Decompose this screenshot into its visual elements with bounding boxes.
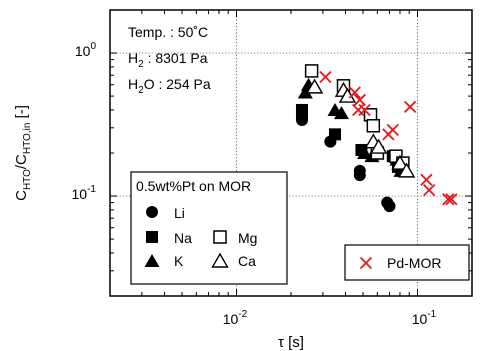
legend-marker-ca [211,252,229,268]
legend-label-ca: Ca [238,253,256,269]
point-pd-mor-10 [442,193,455,206]
grid-lines [110,10,472,296]
point-pd-mor-2 [353,93,366,107]
point-ca-5 [391,154,409,170]
data-points [295,64,458,213]
axis-ticks [109,9,473,297]
point-pd-mor-4 [358,103,371,117]
y-axis-label: CHTO/CHTO,in [-] [13,105,33,201]
point-pd-mor-3 [352,103,365,117]
legend-label-k: K [174,253,184,269]
series-li [295,110,396,213]
x-axis-label: τ [s] [278,334,304,351]
legend-marker-li [146,206,158,218]
x-tick-label-2: 10-2 [223,309,248,327]
point-pd-mor-0 [319,70,332,84]
point-pd-mor-11 [445,193,458,206]
point-k-0 [297,85,313,99]
legend-label-mg: Mg [238,230,257,246]
series-ca [305,78,416,178]
x-tick-label-1: 10-1 [412,309,437,327]
legend-label-pd-mor: Pd-MOR [387,255,441,271]
annotation-h2-pressure: H2 : 8301 Pa [128,50,208,70]
legend-marker-mg [213,230,227,244]
point-pd-mor-8 [420,173,433,186]
point-ca-4 [369,138,388,154]
point-pd-mor-7 [403,100,417,114]
annotation-h2o-pressure: H2O : 254 Pa [128,76,211,96]
point-k-3 [333,106,349,120]
point-na-2 [328,128,341,141]
point-ca-6 [397,162,416,178]
point-mg-3 [366,119,381,133]
point-ca-0 [305,78,324,94]
point-pd-mor-9 [423,183,436,197]
legend-pd-mor: Pd-MOR [344,244,470,281]
legend-label-li: Li [174,205,185,221]
y-tick-label-1: 10-1 [72,184,97,202]
point-li-4 [353,164,366,177]
conditions-annotation: Temp. : 50˚C H2 : 8301 Pa H2O : 254 Pa [128,24,211,96]
legend-label-na: Na [174,230,192,246]
legend-marker-pd-mor [359,256,373,270]
point-pd-mor-1 [348,86,361,99]
series-pd-mor [319,70,458,206]
series-na [295,103,404,173]
annotation-temperature: Temp. : 50˚C [128,24,208,40]
point-li-6 [383,200,396,213]
legend-title: 0.5wt%Pt on MOR [136,178,251,194]
point-pd-mor-6 [386,123,399,137]
point-mg-0 [304,64,319,78]
y-tick-label-0: 100 [75,41,97,59]
legend-marker-k [144,254,160,267]
legend-marker-na [146,231,158,243]
point-na-1 [295,103,308,116]
legend-pt-mor: 0.5wt%Pt on MOR Li Na K Mg Ca [130,171,288,285]
